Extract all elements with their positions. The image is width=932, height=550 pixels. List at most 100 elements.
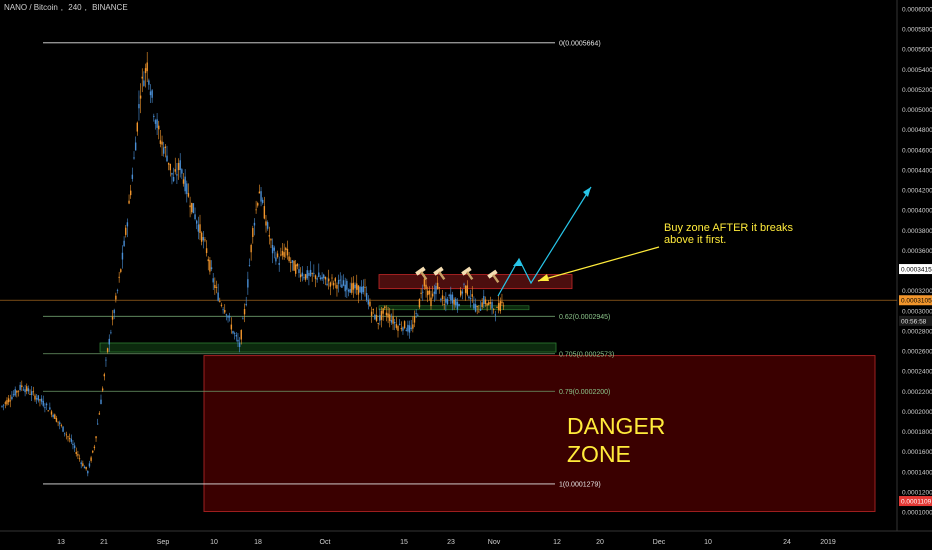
- candle-body: [351, 283, 353, 293]
- candle-body: [29, 393, 31, 395]
- candle-body: [309, 269, 312, 276]
- candle-body: [318, 272, 320, 278]
- candle-body: [83, 466, 86, 469]
- candle-body: [136, 122, 138, 132]
- candle-body: [255, 209, 257, 211]
- candle-body: [17, 390, 20, 392]
- support-box: [99, 342, 557, 353]
- y-tick-label: 0.0004000: [902, 208, 932, 215]
- y-tick-label: 0.0005600: [902, 47, 932, 54]
- candle-body: [209, 260, 211, 272]
- candle-body: [491, 302, 493, 309]
- candle-body: [440, 298, 442, 300]
- candle-body: [159, 140, 162, 144]
- x-tick-label: 12: [553, 539, 561, 546]
- y-tick-label: 0.0005800: [902, 27, 932, 34]
- candle-body: [455, 298, 457, 306]
- candle-body: [182, 179, 185, 184]
- candle-body: [12, 394, 15, 396]
- x-tick-label: Oct: [320, 539, 331, 546]
- candle-body: [303, 277, 305, 279]
- y-tick-label: 0.0002000: [902, 409, 932, 416]
- candle-body: [67, 436, 69, 438]
- y-tick-label: 0.0003800: [902, 228, 932, 235]
- candle-body: [97, 423, 99, 425]
- candle-body: [138, 104, 140, 109]
- candle-body: [379, 315, 381, 321]
- candle-body: [280, 254, 282, 256]
- candle-body: [285, 247, 287, 250]
- candle-body: [47, 410, 49, 412]
- candle-body: [407, 324, 409, 332]
- candle-body: [478, 311, 480, 313]
- candle-body: [364, 287, 366, 288]
- candle-body: [433, 291, 435, 294]
- x-tick-label: Sep: [157, 539, 170, 546]
- candle-body: [189, 205, 191, 208]
- candle-body: [324, 276, 327, 280]
- candle-body: [420, 292, 422, 294]
- price-tag-bg: [899, 496, 932, 507]
- candle-body: [497, 303, 500, 311]
- candle-body: [436, 282, 439, 290]
- candle-body: [496, 306, 498, 308]
- x-tick-label: 24: [783, 539, 791, 546]
- candle-body: [242, 318, 244, 320]
- candle-body: [405, 330, 407, 332]
- candle-body: [153, 115, 155, 117]
- y-tick-label: 0.0001600: [902, 449, 932, 456]
- candle-body: [9, 400, 11, 402]
- candle-body: [31, 391, 33, 396]
- y-tick-label: 0.0004600: [902, 147, 932, 154]
- candle-body: [191, 202, 193, 213]
- candle-body: [361, 286, 363, 294]
- candle-body: [197, 224, 200, 232]
- candle-body: [219, 301, 221, 302]
- hammer-icon: [415, 266, 428, 280]
- candle-body: [93, 446, 96, 449]
- candle-body: [417, 314, 419, 316]
- candle-body: [316, 278, 318, 280]
- candle-body: [489, 302, 492, 304]
- candle-body: [502, 305, 505, 307]
- candle-body: [443, 304, 445, 305]
- candle-body: [461, 291, 464, 294]
- candle-body: [463, 283, 465, 285]
- candle-body: [275, 257, 277, 262]
- candle-body: [230, 324, 233, 330]
- candle-body: [141, 76, 143, 79]
- hammer-icon: [461, 266, 474, 280]
- candle-body: [115, 295, 117, 300]
- candle-body: [349, 288, 351, 293]
- candle-body: [336, 284, 338, 289]
- candle-body: [65, 434, 68, 436]
- candle-body: [245, 303, 247, 306]
- candle-body: [161, 141, 163, 145]
- fib-label: 0(0.0005664): [559, 40, 601, 47]
- candle-body: [337, 279, 340, 284]
- candle-body: [204, 239, 206, 241]
- y-tick-label: 0.0006000: [902, 7, 932, 14]
- fib-label: 0.79(0.0002200): [559, 389, 610, 396]
- candle-body: [92, 450, 94, 453]
- candle-body: [344, 284, 346, 292]
- candle-body: [471, 294, 473, 297]
- candle-body: [222, 309, 224, 311]
- candle-body: [468, 296, 470, 299]
- candle-body: [262, 199, 264, 203]
- candle-body: [34, 395, 36, 400]
- candle-body: [456, 301, 459, 310]
- candle-body: [73, 445, 76, 449]
- x-tick-label: Nov: [488, 539, 501, 546]
- candle-body: [50, 411, 53, 415]
- candle-body: [49, 407, 51, 410]
- candle-body: [311, 273, 313, 274]
- x-tick-label: 15: [400, 539, 408, 546]
- candle-body: [384, 306, 386, 309]
- candle-body: [425, 284, 427, 290]
- candle-body: [332, 282, 335, 286]
- candle-body: [156, 119, 158, 128]
- fib-label: 1(0.0001279): [559, 481, 601, 488]
- candle-body: [88, 463, 91, 467]
